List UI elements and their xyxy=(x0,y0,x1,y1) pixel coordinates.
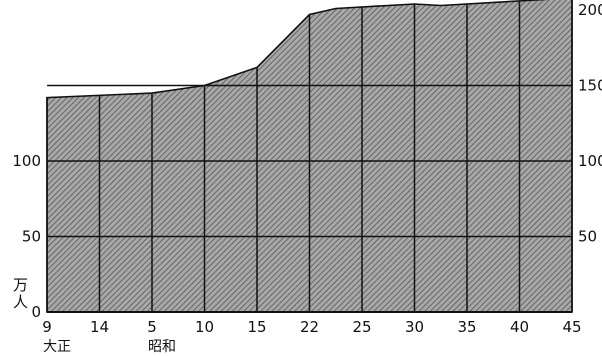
era-label: 昭和 xyxy=(148,339,176,355)
x-tick-label: 45 xyxy=(562,318,581,336)
x-tick-label: 40 xyxy=(510,318,529,336)
y-unit-char: 人 xyxy=(13,293,28,311)
x-tick-label: 25 xyxy=(352,318,371,336)
x-axis-ticks: 9 14 5 10 15 22 25 30 35 40 45 xyxy=(42,318,581,336)
x-tick-label: 9 xyxy=(42,318,52,336)
y-tick-label-left: 50 xyxy=(22,228,41,246)
x-tick-label: 35 xyxy=(457,318,476,336)
y-axis-unit-label: 万人 xyxy=(13,276,28,311)
y-tick-label-right: 200 xyxy=(578,1,602,19)
y-tick-label-left: 0 xyxy=(31,303,41,321)
x-tick-label: 15 xyxy=(247,318,266,336)
y-tick-label-right: 50 xyxy=(578,228,597,246)
x-tick-label: 10 xyxy=(195,318,214,336)
y-axis-left-ticks: 0 50 100 xyxy=(12,152,41,321)
y-tick-label-right: 100 xyxy=(578,152,602,170)
x-tick-label: 5 xyxy=(147,318,157,336)
y-unit-char: 万 xyxy=(13,276,28,294)
y-tick-label-left: 100 xyxy=(12,152,41,170)
x-tick-label: 14 xyxy=(90,318,109,336)
y-tick-label-right: 150 xyxy=(578,77,602,95)
x-tick-label: 30 xyxy=(405,318,424,336)
y-axis-right-ticks: 50 100 150 200 xyxy=(578,1,602,246)
x-tick-label: 22 xyxy=(300,318,319,336)
era-label: 大正 xyxy=(43,339,71,355)
grid xyxy=(46,0,573,313)
era-labels: 大正 昭和 xyxy=(43,339,176,355)
